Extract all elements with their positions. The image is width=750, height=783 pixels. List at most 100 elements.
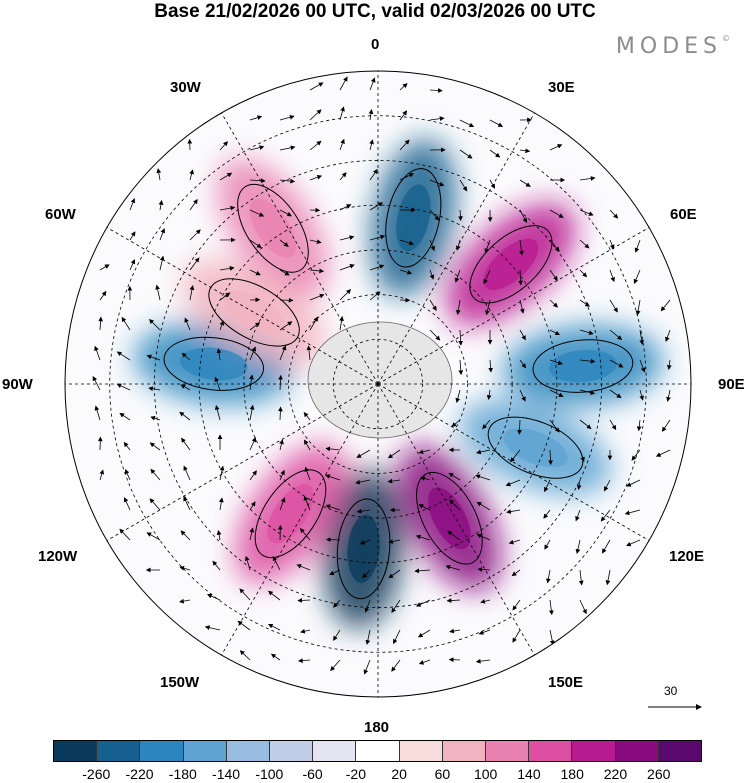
label-lon-150w: 150W [160, 674, 200, 691]
wind-vector [212, 560, 221, 571]
wind-vector [517, 419, 522, 435]
wind-vector [279, 239, 289, 247]
parallel-circle [332, 338, 424, 430]
wind-vector [459, 179, 468, 192]
wind-vector [179, 565, 191, 571]
wind-vector [519, 179, 531, 187]
wind-vector [549, 359, 563, 366]
wind-vector [549, 419, 560, 433]
wind-vector [549, 209, 564, 218]
wind-vector [363, 659, 371, 675]
colorbar-swatch [183, 741, 227, 761]
wind-vector [510, 449, 521, 463]
wind-vector [549, 144, 563, 151]
wind-vector [219, 292, 231, 301]
wind-vector [459, 149, 473, 159]
wind-vector [309, 268, 325, 274]
circulation-contour [469, 225, 553, 304]
antarctica [307, 321, 453, 439]
wind-vector [99, 469, 105, 481]
wind-vector [369, 264, 385, 271]
wind-vector [399, 83, 408, 91]
wind-vector [181, 352, 191, 361]
wind-vector [609, 299, 618, 313]
wind-vector [609, 209, 619, 219]
circulation-contour [163, 336, 265, 391]
wind-vector [249, 404, 255, 421]
wind-vector [219, 205, 236, 211]
wind-vector [368, 108, 374, 121]
wind-vector [219, 465, 225, 481]
wind-vector [575, 509, 581, 522]
wind-vector [519, 329, 526, 341]
wind-vector [129, 231, 136, 241]
wind-vector [415, 534, 431, 541]
wind-vector [249, 269, 261, 276]
wind-vector [391, 599, 401, 613]
wind-vector [237, 620, 251, 631]
colorbar-swatch [356, 741, 400, 761]
wind-vector [249, 501, 256, 511]
label-lon-180: 180 [364, 719, 390, 736]
wind-vector [183, 465, 191, 481]
wind-vector [420, 476, 431, 481]
colorbar-swatch [529, 741, 573, 761]
wind-vector [249, 115, 263, 121]
wind-vector [579, 419, 592, 430]
wind-vector [330, 659, 341, 672]
wind-vector [279, 439, 284, 451]
circulation-contour [237, 183, 309, 273]
wind-vector [356, 449, 371, 458]
wind-vector [369, 77, 376, 91]
wind-vector [356, 508, 371, 514]
wind-vector [476, 501, 491, 511]
meridian-line [221, 383, 379, 656]
wind-vector [306, 345, 312, 361]
wind-vector [309, 239, 322, 245]
wind-vector [579, 299, 591, 307]
colorbar-tick-label: -180 [168, 766, 197, 782]
colorbar-swatch [399, 741, 443, 761]
wind-vector [545, 569, 551, 584]
wind-vector [333, 599, 341, 608]
wind-vector [362, 569, 371, 579]
colorbar-swatch [313, 741, 357, 761]
wind-vector [399, 139, 410, 151]
wind-vector [219, 172, 233, 181]
wind-vector [511, 569, 521, 577]
wind-vector [119, 528, 131, 541]
meridian-line [377, 227, 650, 385]
wind-vector [333, 629, 341, 641]
wind-vector [244, 555, 251, 571]
wind-vector [445, 564, 461, 571]
wind-vector [304, 466, 311, 481]
label-lon-120e: 120E [669, 548, 705, 565]
wind-vector [505, 479, 521, 487]
wind-vector [488, 359, 494, 373]
wind-vector [364, 599, 371, 613]
wind-vector [451, 419, 461, 428]
circulation-contour [336, 498, 391, 600]
parallel-circle [243, 249, 513, 519]
wind-vector [549, 629, 555, 646]
wind-vector [99, 264, 110, 271]
wind-vector [602, 539, 611, 554]
wind-vector [309, 316, 319, 331]
colorbar-tick-label: 140 [517, 766, 541, 782]
wind-vector [455, 239, 461, 251]
colorbar-tick-label: -20 [345, 766, 366, 782]
wind-vector [178, 598, 191, 604]
wind-vector [639, 359, 646, 373]
wind-vector [483, 269, 491, 285]
wind-vector [399, 110, 408, 121]
wind-vector [544, 539, 551, 550]
colorbar-swatch [486, 741, 530, 761]
wind-vector [660, 299, 671, 312]
wind-vector [339, 138, 345, 151]
wind-vector [339, 264, 355, 271]
wind-vector [387, 449, 401, 459]
wind-vector [387, 478, 401, 484]
circulation-contour [385, 168, 442, 268]
wind-vector [429, 269, 435, 280]
wind-vector [549, 239, 560, 252]
